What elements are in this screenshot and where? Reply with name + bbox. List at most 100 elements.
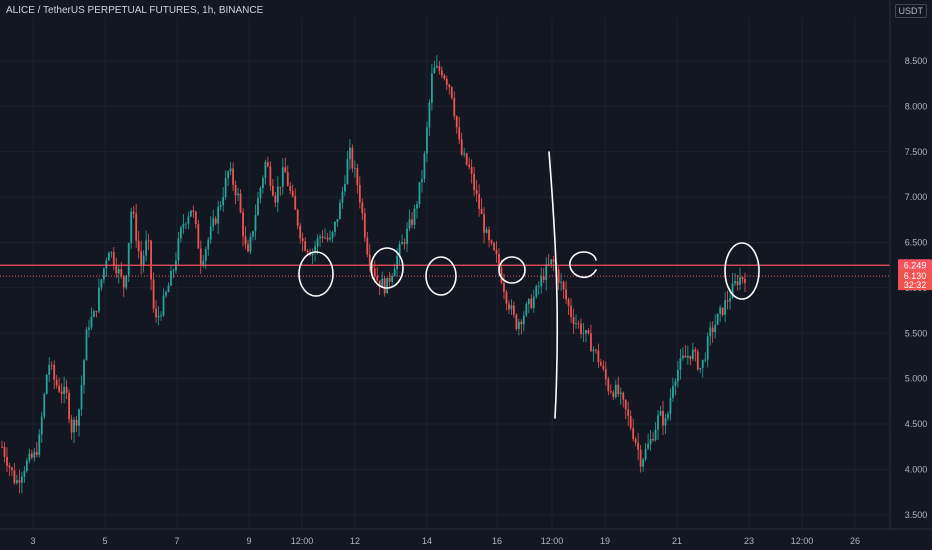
- candle-body: [324, 237, 326, 239]
- candle-body: [170, 270, 172, 286]
- candle-body: [704, 359, 707, 361]
- candle-body: [503, 282, 505, 292]
- candle-body: [416, 204, 418, 209]
- time-tick-label: 12:00: [291, 536, 314, 546]
- candle-body: [83, 360, 85, 385]
- candle-body: [165, 292, 167, 296]
- candle-body: [209, 226, 212, 240]
- candle-body: [632, 428, 635, 440]
- candle-body: [266, 162, 269, 167]
- candle-body: [189, 210, 192, 217]
- candle-body: [252, 231, 254, 237]
- candle-body: [65, 386, 68, 393]
- candle-body: [669, 397, 672, 414]
- candle-body: [98, 287, 100, 312]
- time-tick-label: 12:00: [541, 536, 564, 546]
- candle-body: [162, 295, 165, 316]
- candle-body: [112, 252, 115, 266]
- candle-body: [172, 270, 175, 272]
- candle-body: [672, 385, 674, 398]
- candle-body: [567, 299, 570, 306]
- candle-body: [686, 355, 689, 358]
- candle-body: [619, 392, 622, 394]
- currency-button[interactable]: USDT: [894, 4, 927, 18]
- candle-body: [711, 327, 714, 333]
- candle-body: [50, 364, 53, 366]
- candle-body: [155, 308, 157, 318]
- candle-body: [510, 305, 513, 310]
- candle-body: [18, 480, 21, 483]
- candle-body: [145, 240, 148, 256]
- candle-body: [450, 87, 453, 98]
- annotation-circle-1[interactable]: [298, 251, 334, 297]
- candle-body: [105, 260, 108, 269]
- candle-body: [398, 244, 401, 256]
- candle-body: [102, 268, 105, 280]
- candle-body: [40, 416, 43, 435]
- candle-body: [257, 197, 259, 216]
- annotation-circle-5[interactable]: [569, 251, 597, 279]
- candle-body: [505, 291, 508, 304]
- candle-body: [498, 254, 500, 268]
- candle-body: [614, 384, 617, 397]
- candle-body: [585, 330, 587, 334]
- candle-body: [532, 296, 535, 309]
- candle-body: [570, 305, 572, 318]
- level-price-tag-bg: [898, 259, 932, 272]
- candle-body: [721, 307, 724, 315]
- candle-body: [329, 237, 331, 240]
- candle-body: [125, 275, 128, 288]
- candle-body: [214, 218, 217, 224]
- candle-body: [254, 215, 257, 232]
- candle-body: [336, 219, 339, 222]
- candle-body: [443, 75, 446, 79]
- annotation-circle-3[interactable]: [425, 256, 457, 296]
- candle-body: [85, 329, 88, 361]
- candle-body: [361, 202, 364, 214]
- annotation-circle-4[interactable]: [498, 256, 526, 284]
- candle-body: [654, 429, 657, 441]
- candle-body: [120, 269, 123, 276]
- candle-body: [413, 208, 416, 225]
- candle-body: [401, 242, 403, 245]
- annotation-vertical-line[interactable]: [548, 151, 559, 419]
- time-tick-label: 21: [672, 536, 682, 546]
- candle-body: [465, 153, 468, 165]
- candle-body: [731, 283, 734, 298]
- candle-body: [470, 167, 473, 174]
- candle-body: [580, 323, 582, 334]
- annotation-circle-2[interactable]: [370, 247, 404, 289]
- candle-body: [433, 67, 436, 74]
- candle-body: [88, 327, 90, 330]
- candle-body: [140, 251, 143, 265]
- candle-body: [590, 333, 592, 352]
- candle-body: [78, 409, 80, 426]
- candle-body: [739, 277, 741, 285]
- candle-body: [152, 279, 155, 309]
- time-tick-label: 5: [102, 536, 107, 546]
- candle-body: [691, 349, 694, 359]
- candle-body: [706, 336, 709, 360]
- candle-body: [527, 298, 530, 305]
- candle-body: [192, 210, 195, 212]
- candle-body: [602, 365, 605, 369]
- candle-body: [734, 281, 736, 284]
- candle-body: [512, 305, 515, 315]
- candle-body: [11, 467, 13, 471]
- annotation-circle-6[interactable]: [724, 242, 760, 300]
- candle-body: [55, 379, 58, 386]
- candle-body: [45, 374, 48, 394]
- candle-body: [493, 243, 495, 250]
- candle-body: [331, 232, 334, 238]
- candle-body: [622, 392, 625, 400]
- candle-body: [552, 259, 555, 262]
- candle-body: [75, 419, 78, 426]
- time-tick-label: 14: [422, 536, 432, 546]
- candle-body: [348, 147, 351, 160]
- candle-body: [204, 249, 207, 261]
- candle-body: [224, 178, 227, 198]
- candle-body: [453, 97, 456, 117]
- candle-body: [478, 193, 481, 209]
- candle-body: [599, 361, 602, 366]
